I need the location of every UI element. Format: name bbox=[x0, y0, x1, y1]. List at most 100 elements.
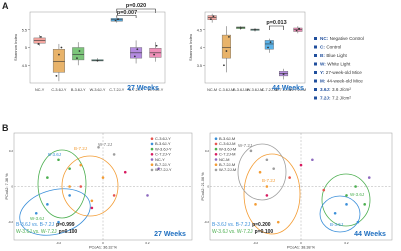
data-point bbox=[272, 167, 276, 170]
data-point bbox=[117, 18, 119, 20]
legend-text: Control bbox=[326, 45, 341, 50]
y-tick-label: 5 bbox=[25, 46, 27, 50]
panel-label: B bbox=[2, 123, 9, 133]
x-axis-label: PCoA1: 36.32 % bbox=[89, 246, 118, 250]
legend-entry: W: White Light bbox=[320, 62, 351, 67]
legend-marker bbox=[150, 168, 154, 172]
legend-label: W-7.2J-Y bbox=[155, 167, 172, 172]
data-point bbox=[212, 15, 215, 18]
data-point bbox=[68, 185, 71, 188]
x-tick-label: W-7.2J-Y bbox=[147, 88, 163, 92]
x-tick-label: B-7.2J-Y bbox=[129, 88, 144, 92]
legend-marker bbox=[214, 142, 218, 146]
data-point bbox=[269, 41, 272, 44]
x-tick-label: B-3.6J-M bbox=[233, 88, 248, 92]
data-point bbox=[265, 185, 269, 188]
p-value: p=0.007 bbox=[117, 10, 137, 16]
data-point bbox=[90, 206, 94, 210]
data-point bbox=[367, 176, 371, 179]
legend-marker bbox=[214, 147, 218, 151]
data-point bbox=[68, 167, 71, 170]
data-point bbox=[112, 194, 116, 197]
x-tick-label: C-3.6J-M bbox=[219, 88, 235, 92]
data-point bbox=[34, 211, 38, 215]
legend-label: B-7.2J-Y bbox=[155, 162, 171, 167]
y-tick-label: 3.5 bbox=[197, 64, 202, 68]
legend-text: 44-week-old Mice bbox=[327, 79, 363, 84]
data-point bbox=[96, 59, 99, 62]
data-point bbox=[322, 188, 326, 192]
legend-label: B-7.2J-M bbox=[219, 162, 235, 167]
box bbox=[264, 40, 274, 50]
y-tick-label: 4.5 bbox=[22, 64, 27, 68]
legend-marker bbox=[150, 158, 154, 161]
data-point bbox=[223, 64, 225, 67]
data-point bbox=[46, 203, 49, 206]
legend-label: NC-M bbox=[219, 157, 229, 162]
legend-entry: C: Control bbox=[320, 45, 341, 50]
legend-label: B-3.6J-Y bbox=[155, 141, 171, 146]
legend-marker bbox=[314, 96, 317, 100]
legend-label: C-3.6J-M bbox=[219, 141, 235, 146]
x-tick-label: W-3.6J-M bbox=[247, 88, 263, 92]
data-point bbox=[79, 163, 83, 167]
legend-text: Negative Control bbox=[330, 36, 364, 41]
comparison-p: p=0.100 bbox=[255, 229, 274, 235]
comparison-p: p=0.100 bbox=[59, 229, 78, 235]
legend-entry: M: 44-week-old Mice bbox=[320, 79, 363, 84]
legend-key: M: bbox=[320, 79, 326, 84]
legend-entry: Y: 27-week-old Mice bbox=[320, 70, 362, 75]
data-point bbox=[114, 19, 117, 22]
legend-key: 3.6J: bbox=[320, 87, 331, 92]
y-axis-label: PCoA2: 21.06 % bbox=[201, 172, 205, 201]
group-label: B-7.2J bbox=[262, 178, 275, 183]
group-ellipse bbox=[243, 153, 301, 235]
y-tick-label: 4.5 bbox=[197, 28, 202, 32]
group-ellipse bbox=[37, 149, 87, 219]
legend-marker bbox=[150, 142, 154, 146]
legend-marker bbox=[214, 137, 218, 140]
x-axis-label: PCoA1: 38.38 % bbox=[287, 246, 316, 250]
data-point bbox=[258, 170, 262, 174]
y-tick-label: -0.2 bbox=[8, 220, 14, 224]
legend-entry: 7.2J: 7.2 J/cm² bbox=[320, 96, 351, 101]
data-point bbox=[345, 203, 348, 206]
x-tick-label: NC-M bbox=[207, 88, 217, 92]
group-label: B-3.6J bbox=[48, 152, 61, 157]
data-point bbox=[295, 29, 298, 32]
panel-label: A bbox=[2, 1, 9, 11]
data-point bbox=[311, 158, 314, 162]
x-tick-label: -0.2 bbox=[253, 241, 259, 245]
legend-marker bbox=[314, 54, 317, 57]
data-point bbox=[267, 46, 269, 49]
legend-entry: NC: Negative Control bbox=[320, 36, 364, 41]
legend-marker bbox=[150, 137, 154, 140]
legend-marker bbox=[314, 88, 317, 91]
data-point bbox=[265, 194, 269, 197]
data-point bbox=[101, 176, 105, 179]
data-point bbox=[282, 73, 285, 76]
group-ellipse bbox=[61, 155, 119, 217]
legend-label: C-3.6J-Y bbox=[155, 136, 171, 141]
y-axis-label: Shannon Index bbox=[13, 34, 18, 61]
data-point bbox=[123, 170, 127, 174]
group-label: B-7.2J bbox=[74, 146, 87, 151]
legend-label: NC-Y bbox=[155, 157, 165, 162]
legend-label: C-7.2J-Y bbox=[155, 152, 171, 157]
group-label: W-3.6J bbox=[350, 192, 364, 197]
group-label: W-3.6J bbox=[30, 216, 44, 221]
y-tick-label: 0 bbox=[207, 185, 209, 189]
y-axis-label: Shannon Index bbox=[188, 34, 193, 61]
data-point bbox=[265, 158, 269, 162]
legend-marker bbox=[314, 71, 317, 74]
x-tick-label: NC-Y bbox=[35, 88, 45, 92]
data-point bbox=[68, 194, 71, 197]
comparison-p: p=0.999 bbox=[56, 222, 75, 228]
data-point bbox=[276, 220, 280, 224]
y-tick-label: 0.2 bbox=[205, 149, 210, 153]
data-point bbox=[157, 167, 160, 170]
plot-frame bbox=[204, 11, 306, 84]
x-tick-label: B-3.6J-Y bbox=[71, 88, 86, 92]
data-point bbox=[155, 44, 158, 47]
